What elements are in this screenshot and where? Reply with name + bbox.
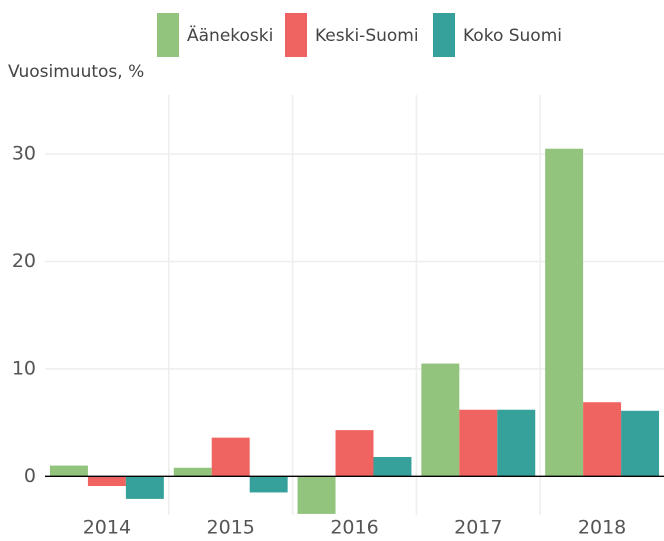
- bar: [49, 465, 88, 477]
- bar: [621, 410, 660, 477]
- bar: [583, 402, 622, 477]
- bar: [297, 476, 336, 514]
- y-tick-label: 0: [24, 465, 36, 487]
- bar: [173, 467, 212, 477]
- bar: [335, 430, 374, 477]
- bar: [87, 476, 126, 486]
- bar: [249, 476, 288, 493]
- legend-label: Koko Suomi: [463, 26, 562, 46]
- y-tick-label: 20: [12, 250, 36, 272]
- x-tick-label: 2018: [578, 517, 626, 539]
- y-tick-label: 10: [12, 357, 36, 379]
- legend-swatch: [285, 13, 307, 57]
- y-tick-label: 30: [12, 143, 36, 165]
- legend-label: Keski-Suomi: [315, 26, 419, 46]
- x-tick-label: 2017: [454, 517, 502, 539]
- bar: [497, 409, 536, 477]
- bar: [459, 409, 498, 477]
- bar: [545, 148, 584, 477]
- bar: [373, 456, 412, 477]
- y-axis-label: Vuosimuutos, %: [8, 62, 144, 82]
- legend-swatch: [157, 13, 179, 57]
- bar: [421, 363, 460, 477]
- bar: [125, 476, 164, 499]
- bar: [211, 437, 250, 477]
- x-tick-label: 2016: [330, 517, 378, 539]
- x-tick-label: 2015: [207, 517, 255, 539]
- legend-swatch: [433, 13, 455, 57]
- legend-label: Äänekoski: [187, 25, 273, 46]
- x-tick-label: 2014: [83, 517, 131, 539]
